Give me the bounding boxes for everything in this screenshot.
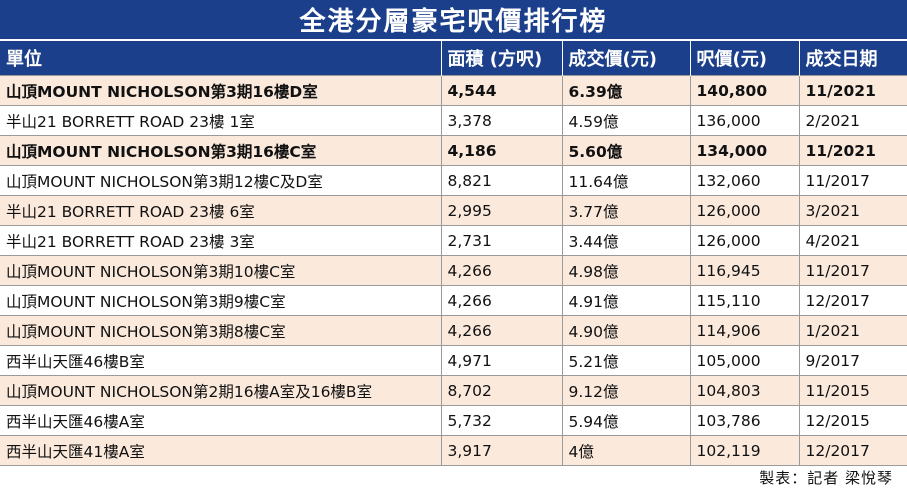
cell-psf: 140,800 (689, 75, 799, 106)
table-row: 半山21 BORRETT ROAD 23樓 3室 2,731 3.44億 126,00… (0, 225, 907, 256)
cell-date: 11/2017 (798, 165, 907, 196)
cell-date: 4/2021 (798, 225, 907, 256)
table-header-row: 單位 面積 (方呎) 成交價(元) 呎價(元) 成交日期 (0, 41, 907, 76)
table-row: 山頂MOUNT NICHOLSON第3期12樓C及D室 8,821 11.64億 13… (0, 165, 907, 196)
header-psf: 呎價(元) (689, 41, 799, 76)
cell-area: 4,971 (440, 345, 562, 376)
cell-unit: 山頂MOUNT NICHOLSON第3期16樓C室 (0, 135, 441, 166)
cell-psf: 134,000 (689, 135, 799, 166)
cell-psf: 115,110 (689, 285, 799, 316)
cell-price: 4.59億 (561, 105, 690, 136)
table-row: 山頂MOUNT NICHOLSON第2期16樓A室及16樓B室 8,702 9.12… (0, 375, 907, 406)
cell-unit: 山頂MOUNT NICHOLSON第3期10樓C室 (0, 255, 441, 286)
header-unit: 單位 (0, 41, 441, 76)
cell-area: 2,731 (440, 225, 562, 256)
cell-psf: 116,945 (689, 255, 799, 286)
cell-date: 11/2021 (798, 135, 907, 166)
cell-price: 5.21億 (561, 345, 690, 376)
cell-psf: 103,786 (689, 405, 799, 436)
cell-unit: 半山21 BORRETT ROAD 23樓 6室 (0, 195, 441, 226)
cell-unit: 西半山天匯46樓A室 (0, 405, 441, 436)
table-row: 西半山天匯46樓A室 5,732 5.94億 103,786 12/2015 (0, 405, 907, 436)
cell-psf: 105,000 (689, 345, 799, 376)
table-row: 山頂MOUNT NICHOLSON第3期9樓C室 4,266 4.91億 115,11… (0, 285, 907, 316)
credit-line: 製表：記者 梁悅琴 (759, 469, 893, 487)
table-row: 西半山天匯46樓B室 4,971 5.21億 105,000 9/2017 (0, 345, 907, 376)
cell-price: 6.39億 (561, 75, 690, 106)
cell-date: 1/2021 (798, 315, 907, 346)
cell-price: 9.12億 (561, 375, 690, 406)
cell-area: 4,266 (440, 255, 562, 286)
cell-unit: 山頂MOUNT NICHOLSON第3期16樓D室 (0, 75, 441, 106)
header-date: 成交日期 (798, 41, 907, 76)
cell-area: 3,378 (440, 105, 562, 136)
cell-date: 11/2017 (798, 255, 907, 286)
cell-price: 4億 (561, 435, 690, 466)
cell-unit: 西半山天匯41樓A室 (0, 435, 441, 466)
cell-psf: 102,119 (689, 435, 799, 466)
title-bar: 全港分層豪宅呎價排行榜 (0, 0, 907, 39)
table-row: 山頂MOUNT NICHOLSON第3期10樓C室 4,266 4.98億 116,9… (0, 255, 907, 286)
cell-area: 3,917 (440, 435, 562, 466)
page-title: 全港分層豪宅呎價排行榜 (299, 7, 608, 37)
header-area: 面積 (方呎) (440, 41, 562, 76)
cell-area: 2,995 (440, 195, 562, 226)
table-row: 山頂MOUNT NICHOLSON第3期16樓D室 4,544 6.39億 140,8… (0, 75, 907, 106)
cell-psf: 132,060 (689, 165, 799, 196)
cell-date: 9/2017 (798, 345, 907, 376)
cell-date: 12/2017 (798, 285, 907, 316)
cell-area: 5,732 (440, 405, 562, 436)
cell-unit: 山頂MOUNT NICHOLSON第3期8樓C室 (0, 315, 441, 346)
cell-unit: 西半山天匯46樓B室 (0, 345, 441, 376)
table-row: 西半山天匯41樓A室 3,917 4億 102,119 12/2017 (0, 435, 907, 466)
cell-area: 4,544 (440, 75, 562, 106)
table-body: 山頂MOUNT NICHOLSON第3期16樓D室 4,544 6.39億 140,8… (0, 75, 907, 466)
cell-price: 5.94億 (561, 405, 690, 436)
cell-date: 11/2015 (798, 375, 907, 406)
header-price: 成交價(元) (561, 41, 690, 76)
cell-unit: 山頂MOUNT NICHOLSON第3期9樓C室 (0, 285, 441, 316)
cell-psf: 126,000 (689, 225, 799, 256)
cell-area: 4,186 (440, 135, 562, 166)
table-row: 山頂MOUNT NICHOLSON第3期8樓C室 4,266 4.90億 114,90… (0, 315, 907, 346)
cell-psf: 104,803 (689, 375, 799, 406)
cell-date: 11/2021 (798, 75, 907, 106)
cell-price: 3.44億 (561, 225, 690, 256)
cell-date: 2/2021 (798, 105, 907, 136)
table-row: 半山21 BORRETT ROAD 23樓 6室 2,995 3.77億 126,00… (0, 195, 907, 226)
cell-price: 5.60億 (561, 135, 690, 166)
cell-area: 8,702 (440, 375, 562, 406)
cell-area: 4,266 (440, 315, 562, 346)
cell-area: 8,821 (440, 165, 562, 196)
cell-date: 12/2015 (798, 405, 907, 436)
cell-unit: 山頂MOUNT NICHOLSON第3期12樓C及D室 (0, 165, 441, 196)
cell-price: 4.90億 (561, 315, 690, 346)
cell-psf: 136,000 (689, 105, 799, 136)
cell-psf: 126,000 (689, 195, 799, 226)
cell-price: 4.98億 (561, 255, 690, 286)
ranking-table: 單位 面積 (方呎) 成交價(元) 呎價(元) 成交日期 山頂MOUNT NIC… (0, 41, 907, 466)
cell-psf: 114,906 (689, 315, 799, 346)
cell-unit: 山頂MOUNT NICHOLSON第2期16樓A室及16樓B室 (0, 375, 441, 406)
cell-price: 3.77億 (561, 195, 690, 226)
table-row: 半山21 BORRETT ROAD 23樓 1室 3,378 4.59億 136,00… (0, 105, 907, 136)
cell-price: 4.91億 (561, 285, 690, 316)
cell-date: 12/2017 (798, 435, 907, 466)
table-row: 山頂MOUNT NICHOLSON第3期16樓C室 4,186 5.60億 134,0… (0, 135, 907, 166)
cell-unit: 半山21 BORRETT ROAD 23樓 1室 (0, 105, 441, 136)
cell-date: 3/2021 (798, 195, 907, 226)
cell-area: 4,266 (440, 285, 562, 316)
cell-unit: 半山21 BORRETT ROAD 23樓 3室 (0, 225, 441, 256)
cell-price: 11.64億 (561, 165, 690, 196)
